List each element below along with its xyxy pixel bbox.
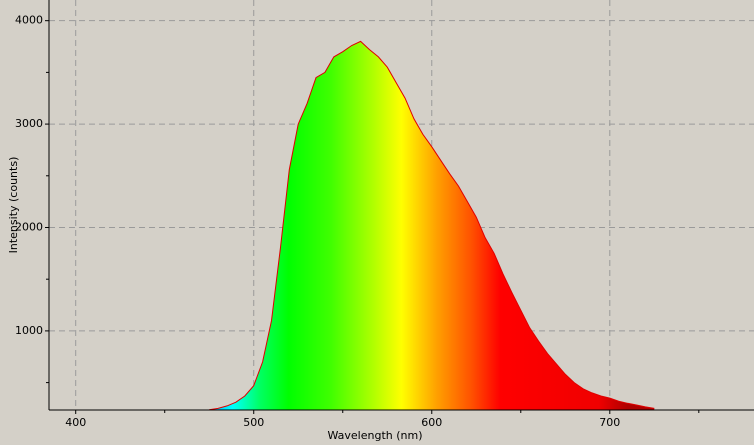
y-axis-label: Intensity (counts) — [7, 157, 20, 254]
x-tick-label: 500 — [243, 416, 264, 429]
x-tick-label: 600 — [421, 416, 442, 429]
y-tick-label: 1000 — [15, 324, 43, 337]
x-tick-label: 700 — [599, 416, 620, 429]
spectrum-area — [209, 41, 655, 411]
y-tick-label: 3000 — [15, 117, 43, 130]
y-tick-label: 2000 — [15, 220, 43, 233]
y-tick-label: 4000 — [15, 14, 43, 27]
spectrum-line — [209, 40, 655, 411]
x-axis-label: Wavelength (nm) — [327, 429, 422, 442]
x-tick-label: 400 — [65, 416, 86, 429]
